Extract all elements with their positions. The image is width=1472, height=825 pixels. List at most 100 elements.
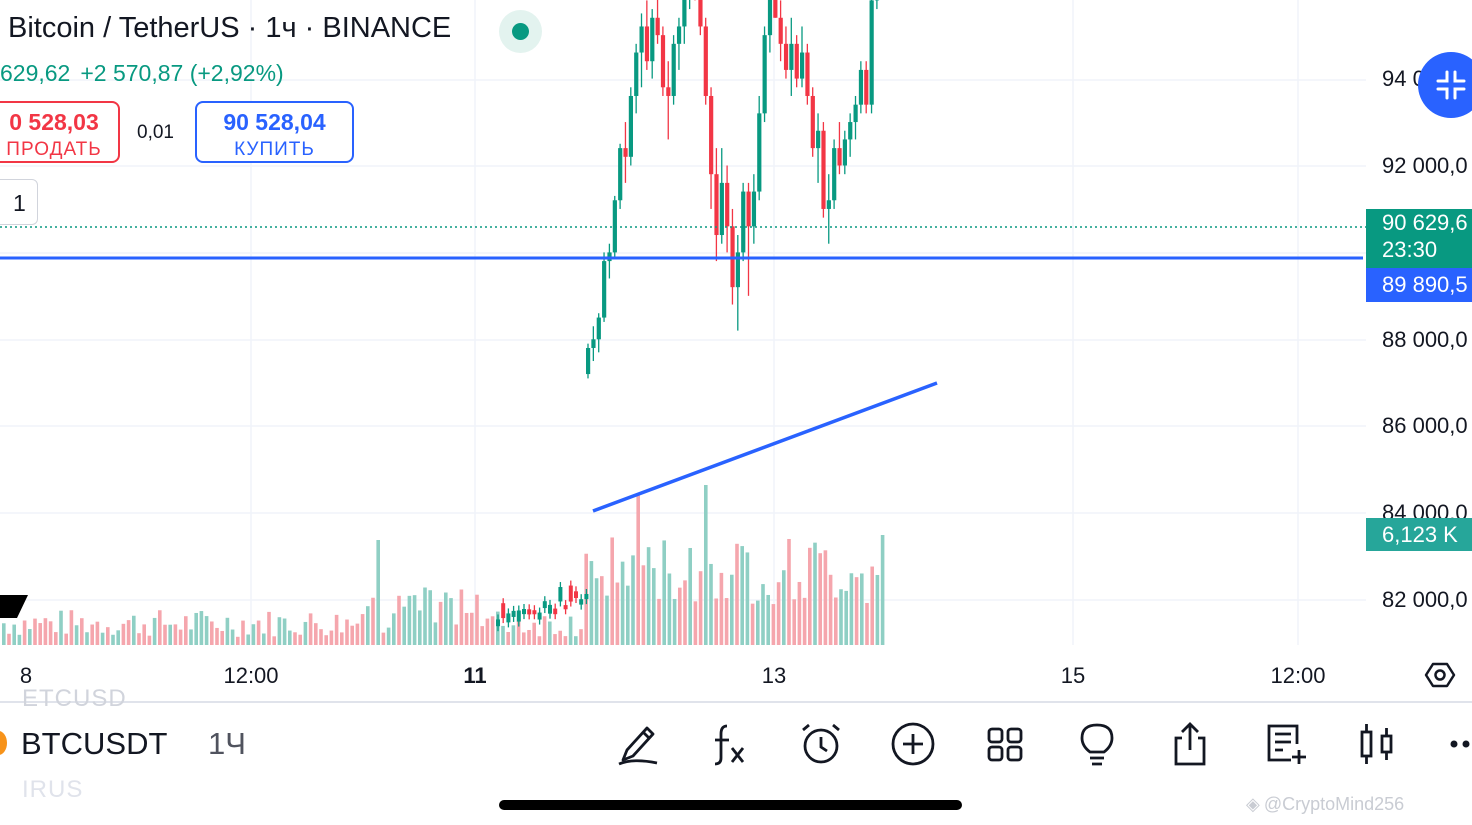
volume-bar: [880, 535, 885, 645]
collapse-button[interactable]: [1418, 52, 1472, 118]
volume-bar: [594, 578, 599, 645]
sell-button[interactable]: 0 528,03 ПРОДАТЬ: [0, 101, 120, 163]
time-axis-label: 13: [762, 663, 786, 688]
volume-bar: [771, 604, 776, 645]
indicators-toggle[interactable]: 1: [0, 179, 38, 225]
chart-grid: [0, 0, 1366, 645]
candle-body: [698, 0, 703, 27]
volume-bar: [412, 595, 417, 645]
volume-bar: [740, 546, 744, 645]
volume-bar: [17, 634, 22, 645]
buy-button[interactable]: 90 528,04 КУПИТЬ: [195, 101, 354, 163]
volume-bar: [766, 594, 770, 645]
volume-bar: [132, 615, 136, 645]
candle-body: [858, 69, 864, 105]
volume-bar: [272, 636, 276, 645]
chart-area[interactable]: 94 000,092 000,088 000,086 000,084 000,0…: [0, 0, 1472, 700]
volume-bar: [776, 582, 781, 645]
volume-bar: [568, 616, 573, 645]
alert-button[interactable]: [797, 720, 845, 768]
candle-body: [506, 613, 511, 623]
trend-line[interactable]: [592, 381, 938, 513]
sell-label: ПРОДАТЬ: [6, 139, 102, 160]
volume-bar: [116, 630, 120, 645]
volume-bar: [142, 624, 146, 645]
volume-bar: [168, 624, 172, 645]
draw-tool-button[interactable]: [613, 720, 661, 768]
volume-bar: [724, 598, 729, 645]
volume-bar: [204, 616, 209, 645]
volume-bar: [449, 598, 453, 645]
volume-bar: [241, 620, 245, 645]
volume-bar: [80, 618, 84, 645]
candle-body: [650, 17, 655, 62]
volume-bar: [371, 597, 375, 645]
next-symbol[interactable]: IRUS: [22, 776, 84, 803]
previous-symbol[interactable]: ETCUSD: [22, 685, 127, 712]
volume-bar: [574, 636, 578, 645]
candles: [496, 0, 880, 632]
candle-body: [783, 43, 789, 70]
bitcoin-icon: [0, 731, 7, 755]
candles-icon: [1360, 724, 1393, 764]
watermark: ◈ @CryptoMind256: [1246, 794, 1405, 814]
volume-bar: [865, 602, 869, 645]
volume-bar: [433, 622, 438, 645]
volume-bar: [636, 495, 640, 645]
watchlist-button[interactable]: [1261, 720, 1309, 768]
volume-bar: [501, 625, 505, 645]
grid-icon: [987, 727, 1023, 762]
toolbar-divider: [0, 701, 1472, 703]
volume-bar: [33, 618, 37, 645]
candle-body: [789, 43, 794, 70]
interval-selector[interactable]: 1Ч: [208, 726, 246, 761]
indicators-button[interactable]: [705, 720, 753, 768]
candle-body: [709, 95, 714, 175]
volume-bar: [522, 632, 526, 645]
volume-bar: [693, 601, 698, 645]
candle-body: [639, 26, 644, 53]
live-dot-icon: [512, 23, 529, 40]
volume-bar: [256, 620, 261, 645]
time-axis[interactable]: 8 12:00 11 13 15 12:00: [20, 663, 1326, 688]
candle-body: [644, 26, 650, 62]
chart-settings-button[interactable]: [1424, 659, 1456, 691]
volume-bar: [147, 635, 152, 645]
candle-body: [501, 603, 506, 619]
volume-bar: [454, 624, 458, 645]
market-status-indicator[interactable]: [499, 10, 542, 53]
symbol-selector[interactable]: BTCUSDT: [21, 726, 168, 761]
last-price: 629,62: [0, 60, 71, 86]
candle-body: [568, 585, 573, 602]
share-button[interactable]: [1166, 720, 1214, 768]
volume-bar: [246, 634, 250, 645]
volume-bar: [319, 629, 323, 645]
volume-bar: [199, 611, 204, 645]
volume-bar: [360, 614, 365, 645]
candle-body: [553, 608, 558, 615]
chart-type-button[interactable]: [1353, 720, 1401, 768]
candle-body: [558, 587, 563, 602]
volume-bar: [761, 584, 765, 645]
volume-bar: [85, 632, 89, 645]
layout-button[interactable]: [981, 720, 1029, 768]
volume-bar: [402, 606, 406, 645]
volume-bar: [714, 598, 718, 645]
ideas-button[interactable]: [1073, 720, 1121, 768]
volume-bar: [2, 623, 6, 645]
function-icon: [714, 724, 745, 766]
add-button[interactable]: [889, 720, 937, 768]
volume-bar: [558, 630, 562, 645]
candle-body: [842, 139, 847, 166]
add-circle-icon: [891, 722, 935, 766]
volume-bar: [709, 563, 713, 645]
candle-body: [596, 317, 601, 340]
price-summary: 629,62 +2 570,87 (+2,92%): [0, 60, 294, 87]
more-button[interactable]: [1446, 720, 1472, 768]
candle-body: [612, 200, 617, 253]
volume-bar: [215, 627, 219, 645]
candle-body: [574, 591, 578, 599]
symbol-title[interactable]: Bitcoin / TetherUS · 1ч · BINANCE: [8, 12, 452, 44]
volume-bar: [355, 623, 360, 645]
volume-bar: [12, 624, 16, 645]
